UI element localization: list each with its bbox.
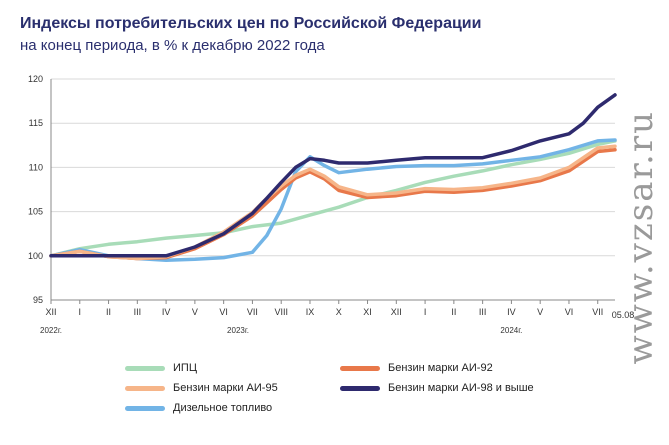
x-tick-label: III bbox=[479, 307, 487, 317]
x-tick-label: XI bbox=[363, 307, 372, 317]
x-tick-label: X bbox=[336, 307, 342, 317]
x-tick-label: V bbox=[192, 307, 198, 317]
x-tick-label: I bbox=[79, 307, 82, 317]
x-tick-label: IV bbox=[507, 307, 516, 317]
y-tick-label-100: 100 bbox=[28, 251, 43, 261]
watermark-text: www.vzsar.ru bbox=[621, 110, 661, 365]
x-tick-label: VII bbox=[592, 307, 603, 317]
x-tick-label: VI bbox=[219, 307, 228, 317]
y-tick-label-115: 115 bbox=[29, 118, 43, 128]
x-tick-label: IV bbox=[162, 307, 171, 317]
chart-subtitle: на конец периода, в % к декабрю 2022 год… bbox=[20, 37, 325, 54]
y-tick-label-120: 120 bbox=[28, 74, 43, 84]
x-tick-label: VII bbox=[247, 307, 258, 317]
y-tick-label-105: 105 bbox=[28, 207, 43, 217]
year-label: 2023г. bbox=[227, 326, 249, 335]
series-line-0 bbox=[49, 139, 617, 258]
x-tick-label: XII bbox=[45, 307, 56, 317]
y-tick-label-95: 95 bbox=[33, 295, 43, 305]
x-tick-label: V bbox=[537, 307, 543, 317]
x-tick-label: III bbox=[134, 307, 142, 317]
x-tick-label: I bbox=[424, 307, 427, 317]
series-line-3 bbox=[49, 93, 617, 258]
year-label: 2022г. bbox=[40, 326, 62, 335]
x-tick-label: II bbox=[451, 307, 456, 317]
x-tick-label: II bbox=[106, 307, 111, 317]
x-tick-label: VIII bbox=[274, 307, 288, 317]
x-tick-label: XII bbox=[391, 307, 402, 317]
year-label: 2024г. bbox=[500, 326, 522, 335]
x-end-label: 05.08 bbox=[612, 310, 635, 320]
x-tick-label: VI bbox=[565, 307, 574, 317]
chart-title: Индексы потребительских цен по Российско… bbox=[20, 15, 482, 32]
x-tick-label: IX bbox=[306, 307, 315, 317]
y-tick-label-110: 110 bbox=[29, 162, 43, 172]
